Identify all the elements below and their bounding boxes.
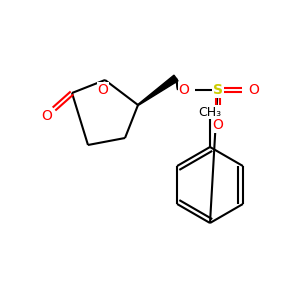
Polygon shape	[138, 75, 178, 105]
Text: S: S	[213, 83, 223, 97]
Text: CH₃: CH₃	[198, 106, 222, 118]
Text: O: O	[178, 83, 189, 97]
Text: O: O	[213, 118, 224, 132]
Text: O: O	[98, 83, 108, 97]
Text: O: O	[42, 109, 52, 123]
Text: O: O	[249, 83, 260, 97]
